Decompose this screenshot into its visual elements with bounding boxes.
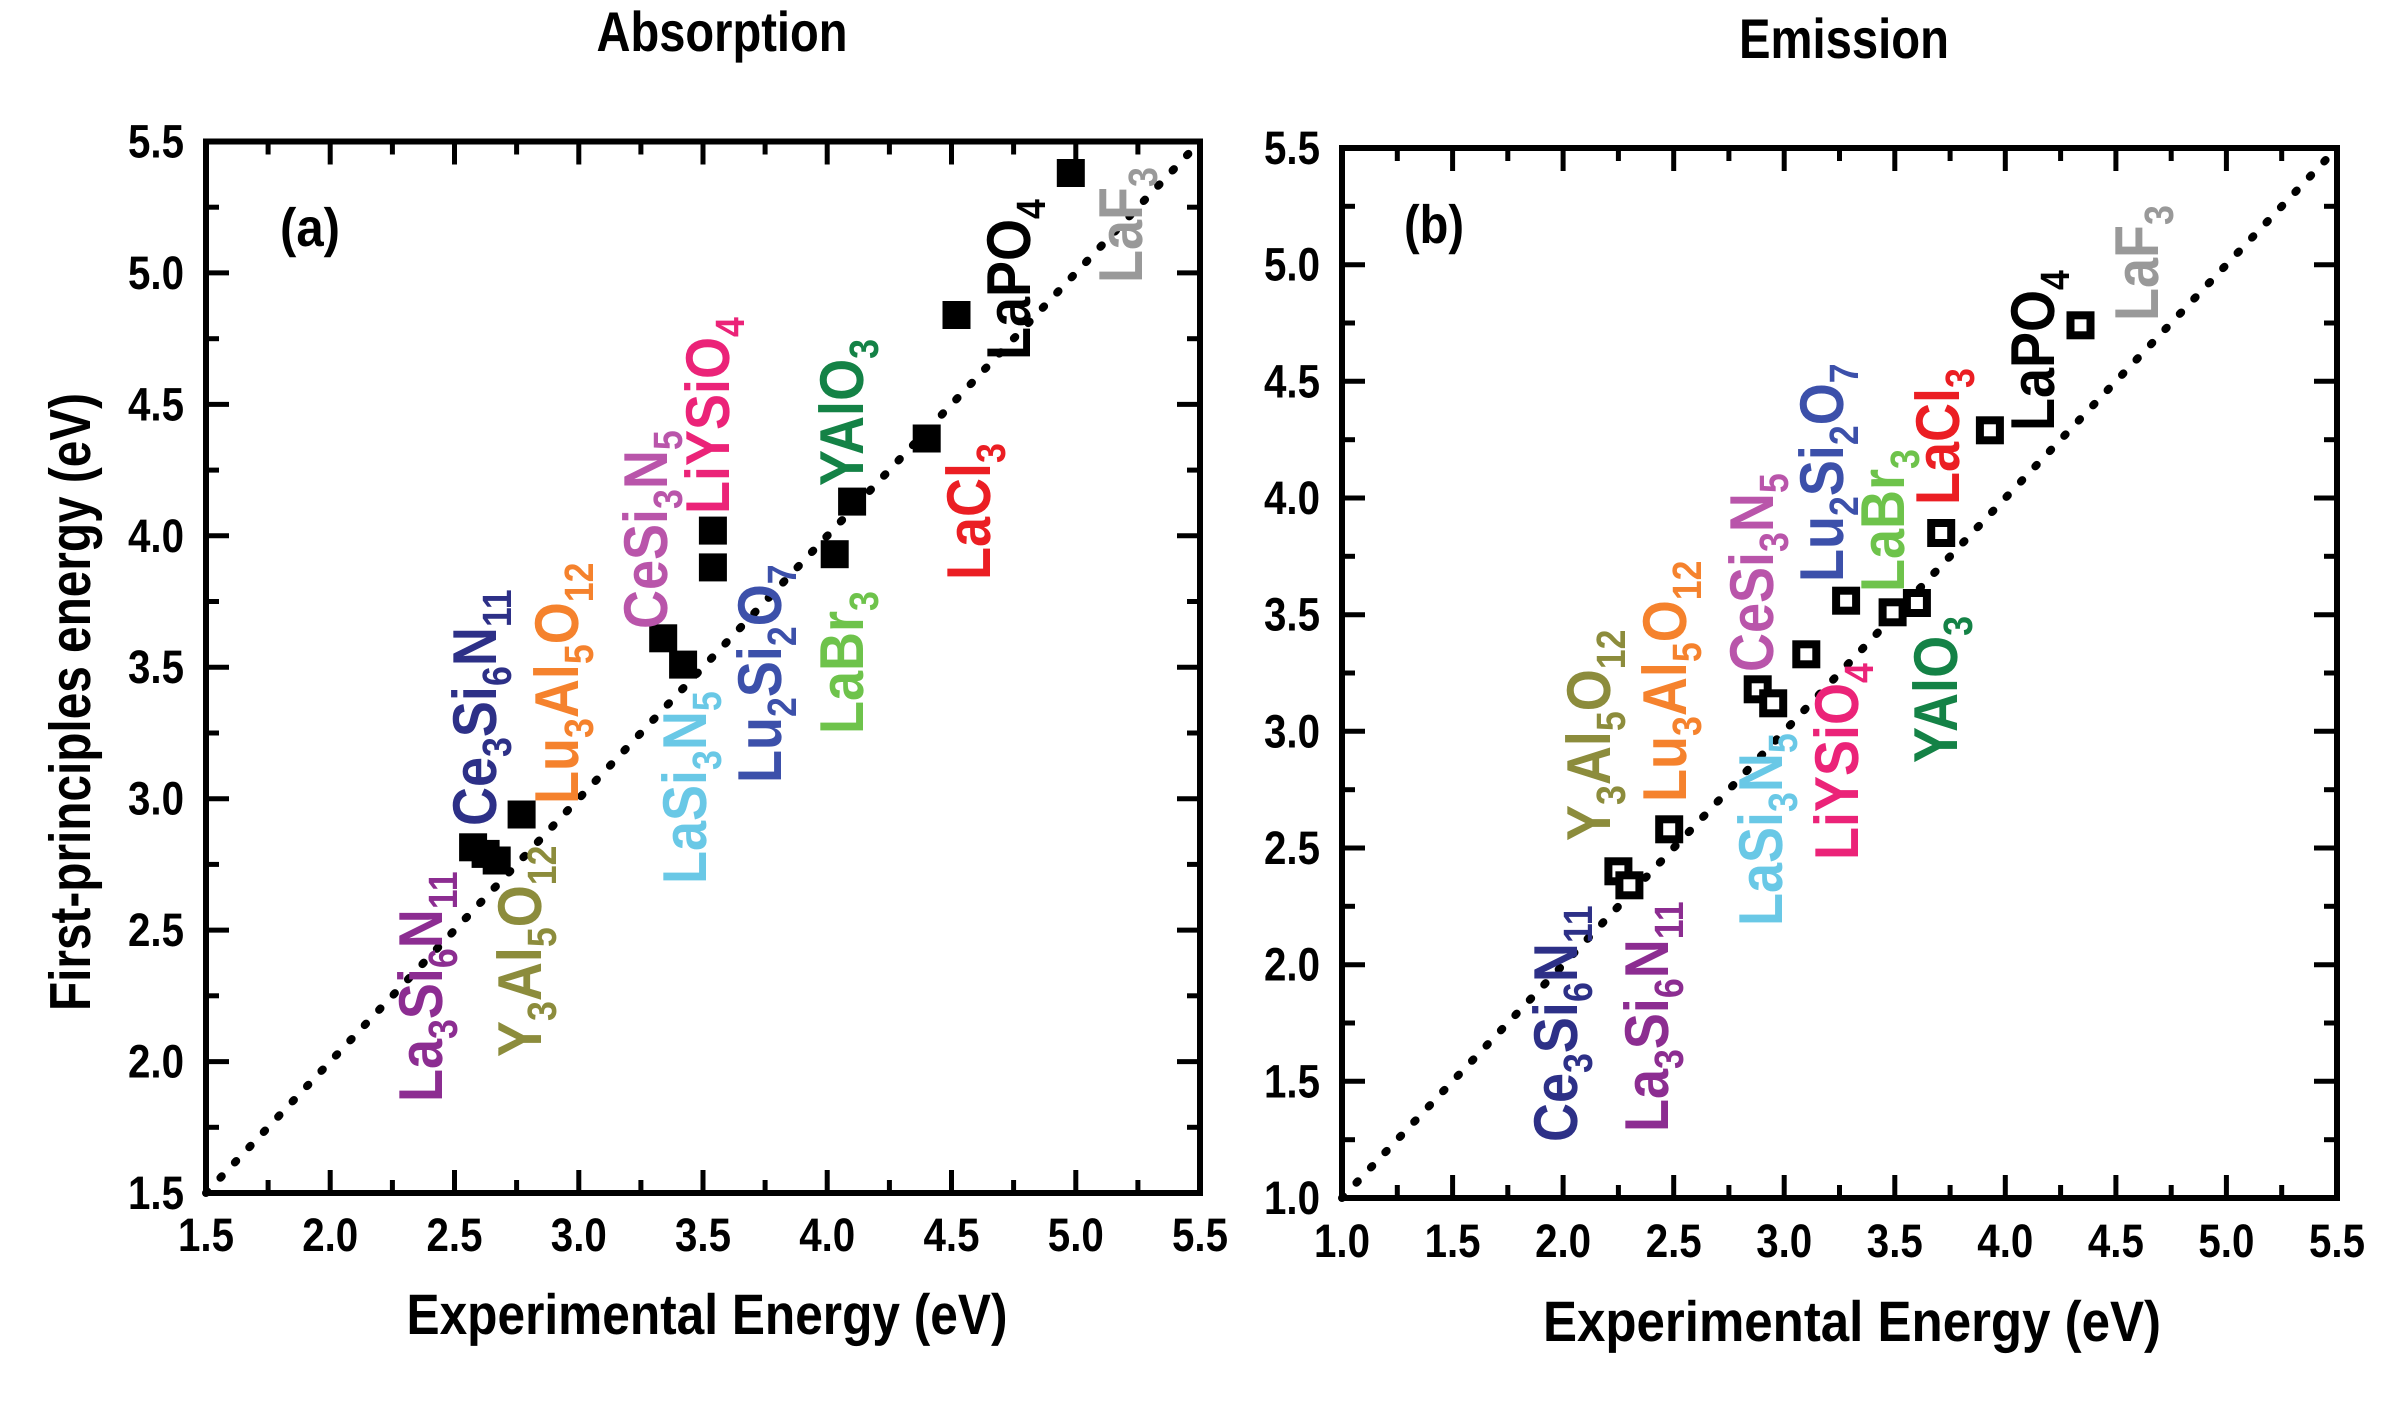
svg-text:CeSi3N5: CeSi3N5 bbox=[612, 430, 691, 629]
svg-text:Lu3Al5O12: Lu3Al5O12 bbox=[523, 563, 602, 804]
svg-text:LaBr3: LaBr3 bbox=[808, 591, 887, 734]
svg-text:Lu3Al5O12: Lu3Al5O12 bbox=[1631, 561, 1710, 802]
svg-text:LaPO4: LaPO4 bbox=[975, 199, 1054, 360]
svg-text:LaSi3N5: LaSi3N5 bbox=[651, 691, 730, 884]
svg-text:4.5: 4.5 bbox=[2088, 1214, 2144, 1267]
svg-text:1.5: 1.5 bbox=[178, 1208, 234, 1261]
svg-text:3.5: 3.5 bbox=[675, 1208, 731, 1261]
svg-text:5.5: 5.5 bbox=[1172, 1208, 1228, 1261]
svg-text:2.5: 2.5 bbox=[427, 1208, 483, 1261]
svg-text:2.0: 2.0 bbox=[302, 1208, 358, 1261]
svg-text:La3Si6N11: La3Si6N11 bbox=[387, 871, 466, 1102]
svg-text:4.0: 4.0 bbox=[128, 509, 184, 562]
svg-text:5.0: 5.0 bbox=[2198, 1214, 2254, 1267]
svg-text:4.5: 4.5 bbox=[924, 1208, 980, 1261]
svg-text:LaCl3: LaCl3 bbox=[1904, 368, 1983, 505]
svg-text:1.5: 1.5 bbox=[1264, 1054, 1320, 1107]
svg-text:CeSi3N5: CeSi3N5 bbox=[1718, 473, 1797, 672]
svg-text:Lu2Si2O7: Lu2Si2O7 bbox=[726, 564, 805, 783]
svg-text:YAlO3: YAlO3 bbox=[808, 339, 887, 486]
svg-text:(b): (b) bbox=[1404, 195, 1464, 255]
svg-text:5.0: 5.0 bbox=[128, 246, 184, 299]
svg-text:1.0: 1.0 bbox=[1314, 1214, 1370, 1267]
svg-text:First-principles energy (eV): First-principles energy (eV) bbox=[38, 393, 103, 1011]
svg-text:Lu2Si2O7: Lu2Si2O7 bbox=[1788, 363, 1867, 582]
svg-text:LiYSiO4: LiYSiO4 bbox=[1803, 663, 1882, 860]
svg-text:5.0: 5.0 bbox=[1048, 1208, 1104, 1261]
svg-text:LaF3: LaF3 bbox=[2103, 205, 2182, 321]
svg-text:Emission: Emission bbox=[1739, 7, 1949, 70]
svg-text:Y3Al5O12: Y3Al5O12 bbox=[1555, 629, 1634, 841]
svg-text:4.0: 4.0 bbox=[1264, 471, 1320, 524]
svg-text:3.0: 3.0 bbox=[551, 1208, 607, 1261]
svg-text:5.0: 5.0 bbox=[1264, 238, 1320, 291]
svg-text:3.5: 3.5 bbox=[1264, 588, 1320, 641]
svg-text:Absorption: Absorption bbox=[597, 0, 848, 63]
svg-text:LaF3: LaF3 bbox=[1087, 167, 1166, 283]
svg-text:1.0: 1.0 bbox=[1264, 1171, 1320, 1224]
svg-text:2.5: 2.5 bbox=[1646, 1214, 1702, 1267]
svg-text:LaSi3N5: LaSi3N5 bbox=[1727, 733, 1806, 926]
svg-text:LiYSiO4: LiYSiO4 bbox=[674, 317, 753, 514]
svg-text:3.0: 3.0 bbox=[1756, 1214, 1812, 1267]
svg-text:3.0: 3.0 bbox=[128, 772, 184, 825]
svg-text:Ce3Si6N11: Ce3Si6N11 bbox=[441, 589, 520, 826]
svg-text:YAlO3: YAlO3 bbox=[1902, 616, 1981, 763]
svg-text:4.5: 4.5 bbox=[128, 377, 184, 430]
svg-text:2.0: 2.0 bbox=[1535, 1214, 1591, 1267]
svg-text:1.5: 1.5 bbox=[1425, 1214, 1481, 1267]
svg-text:Experimental Energy (eV): Experimental Energy (eV) bbox=[1543, 1290, 2161, 1354]
svg-text:2.0: 2.0 bbox=[1264, 938, 1320, 991]
svg-text:4.0: 4.0 bbox=[799, 1208, 855, 1261]
svg-text:Y3Al5O12: Y3Al5O12 bbox=[486, 845, 565, 1057]
svg-text:Ce3Si6N11: Ce3Si6N11 bbox=[1522, 905, 1601, 1142]
svg-text:3.0: 3.0 bbox=[1264, 704, 1320, 757]
svg-text:LaBr3: LaBr3 bbox=[1849, 449, 1928, 592]
svg-text:2.5: 2.5 bbox=[128, 903, 184, 956]
svg-text:4.5: 4.5 bbox=[1264, 354, 1320, 407]
svg-text:2.5: 2.5 bbox=[1264, 821, 1320, 874]
svg-text:LaCl3: LaCl3 bbox=[935, 443, 1014, 580]
svg-text:5.5: 5.5 bbox=[1264, 121, 1320, 174]
svg-text:LaPO4: LaPO4 bbox=[1999, 270, 2078, 431]
svg-text:2.0: 2.0 bbox=[128, 1035, 184, 1088]
svg-text:4.0: 4.0 bbox=[1977, 1214, 2033, 1267]
svg-text:5.5: 5.5 bbox=[2309, 1214, 2365, 1267]
svg-text:3.5: 3.5 bbox=[1867, 1214, 1923, 1267]
svg-text:Experimental Energy (eV): Experimental Energy (eV) bbox=[407, 1283, 1008, 1347]
svg-text:La3Si6N11: La3Si6N11 bbox=[1613, 901, 1692, 1132]
svg-text:5.5: 5.5 bbox=[128, 115, 184, 168]
svg-text:3.5: 3.5 bbox=[128, 640, 184, 693]
svg-text:(a): (a) bbox=[280, 198, 340, 258]
svg-text:1.5: 1.5 bbox=[128, 1166, 184, 1219]
